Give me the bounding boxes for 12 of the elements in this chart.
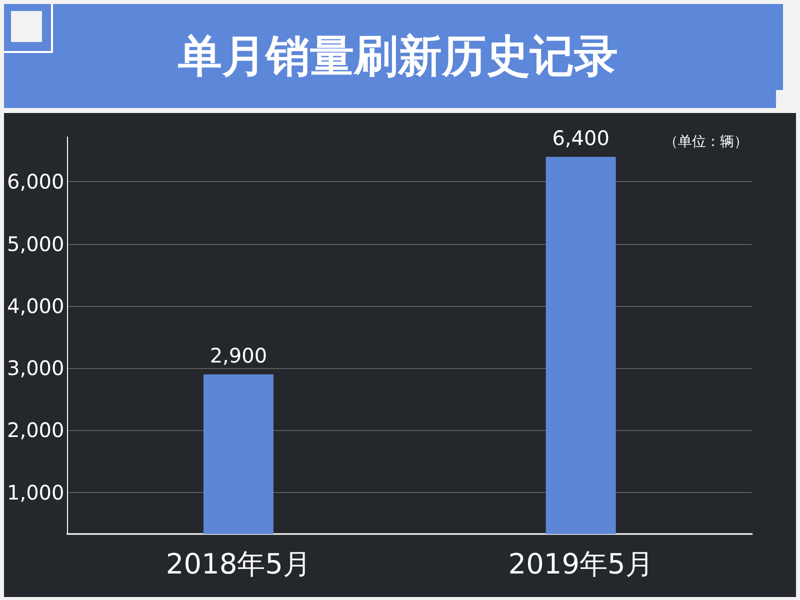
x-tick-label: 2018年5月 [166,548,311,580]
chart-title: 单月销量刷新历史记录 [4,4,780,108]
y-tick-label: 3,000 [6,356,64,380]
annotation: （单位：辆） [664,134,748,150]
data-label: 2,900 [210,343,268,368]
x-tick-label: 2019年5月 [508,548,654,580]
y-tick-label: 1,000 [6,480,64,504]
y-tick-label: 4,000 [6,294,64,318]
data-label: 6,400 [552,126,610,150]
y-tick-label: 5,000 [6,232,64,256]
y-tick-label: 2,000 [6,418,64,442]
y-tick-label: 6,000 [6,170,64,194]
